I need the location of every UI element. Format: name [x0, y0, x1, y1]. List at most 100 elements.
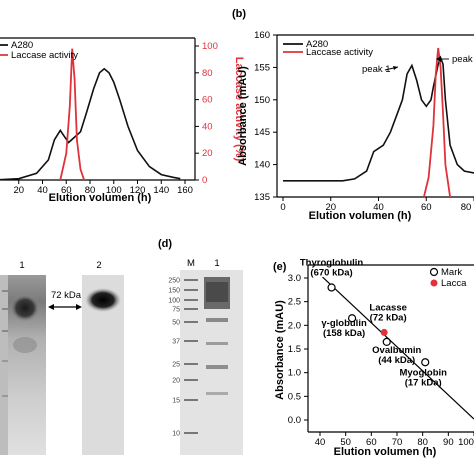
panel-e-lacasse-label: Lacasse: [369, 302, 407, 313]
panel-a-x-tick-label: 40: [37, 185, 48, 196]
panel-e-marker-label: γ-globulin: [321, 318, 367, 329]
panel-a-x-tick-label: 120: [130, 185, 146, 196]
panel-e-marker-point: [347, 314, 357, 323]
panel-b-legend-a280: A280: [306, 39, 328, 50]
gel-d-marker-label: 37: [172, 339, 180, 346]
gel-d-marker-label: 25: [172, 362, 180, 369]
panel-b-series-laccase: [423, 47, 451, 198]
panel-b-y-tick-label: 140: [254, 160, 270, 171]
panel-e-chart: 40 50 60 70 80 90 100 0.0 0.5 1.0 1.5 2.0 2.5 3.0 Th…: [274, 257, 474, 458]
panel-b-annotation-peak1: peak 1: [362, 64, 399, 75]
panel-b-y-label: Absorbance (mAU): [237, 66, 249, 166]
panel-e-x-tick-label: 80: [417, 437, 428, 448]
panel-b-y-tick-label: 135: [254, 192, 270, 203]
gel-d-lane-label-1: 1: [214, 258, 219, 269]
gel-d-marker-label: 250: [168, 278, 180, 285]
panel-e-marker-label: (44 kDa): [378, 355, 415, 366]
panel-a-series-laccase: [59, 48, 85, 181]
gel-d-marker-band: [184, 308, 198, 310]
panel-a-right-label: Laccase activity (%): [233, 57, 245, 162]
gel-d-marker-band: [184, 432, 198, 434]
panel-a-x-tick-label: 140: [153, 185, 169, 196]
gel-d-marker-band: [184, 321, 198, 323]
panel-b-x-tick-label: 80: [461, 202, 472, 213]
panel-e-y-tick-label: 0.0: [288, 415, 301, 426]
panel-e-marker-label: Ovalbumin: [372, 345, 421, 356]
panel-e-y-tick-label: 2.5: [288, 297, 301, 308]
panel-a-right-ticks: 0 20 40 60 80 100: [195, 41, 218, 186]
panel-e-marker-point: [421, 358, 430, 367]
panel-a-x-tick-label: 80: [85, 185, 96, 196]
gel-c: 1 2 72 kDa: [0, 260, 124, 455]
panel-b-series-a280: [283, 55, 474, 182]
panel-a-x-tick-label: 100: [106, 185, 122, 196]
panel-e-lacasse-label: (72 kDa): [370, 312, 407, 323]
panel-e-legend: Mark Lacca: [429, 267, 467, 289]
panel-a-legend: A280 Laccase activity: [0, 40, 78, 61]
panel-e-x-tick-label: 50: [340, 437, 351, 448]
panel-e-x-tick-label: 60: [366, 437, 377, 448]
panel-e-marker-label: (670 kDa): [310, 267, 352, 278]
panel-a-right-tick-label: 60: [202, 95, 213, 106]
panel-b-x-tick-label: 20: [325, 202, 336, 213]
panel-b-y-tick-label: 145: [254, 127, 270, 138]
peak2-label: peak 2: [452, 54, 474, 65]
panel-a-right-tick-label: 0: [202, 175, 207, 186]
gel-d-marker-band: [184, 299, 198, 301]
panel-b-annotation-peak2: peak 2: [436, 54, 474, 65]
panel-e-y-tick-label: 0.5: [288, 391, 301, 402]
panel-e-y-ticks: 0.0 0.5 1.0 1.5 2.0 2.5 3.0: [288, 273, 308, 426]
gel-c-lane-label-1: 1: [19, 260, 24, 271]
panel-b-x-ticks: 0 20 40 60 80: [280, 197, 474, 213]
gel-d-marker-label: 10: [172, 431, 180, 438]
gel-d-marker-label: 150: [168, 288, 180, 295]
gel-d: 250 150 100 75 50 37 25 20 15 10 M 1: [168, 258, 243, 455]
panel-b-legend-laccase: Laccase activity: [306, 47, 373, 58]
panel-a-x-tick-label: 60: [61, 185, 72, 196]
panel-a-x-tick-label: 20: [13, 185, 24, 196]
panel-b-y-tick-label: 150: [254, 95, 270, 106]
gel-d-marker-label: 100: [168, 298, 180, 305]
panel-e-legend-lacca: Lacca: [441, 278, 467, 289]
gel-d-marker-band: [184, 363, 198, 365]
gel-d-marker-band: [184, 399, 198, 401]
panel-e-y-tick-label: 1.5: [288, 344, 301, 355]
panel-e-marker-point: [327, 283, 336, 292]
panel-e-x-tick-label: 40: [315, 437, 326, 448]
panel-b-letter: (b): [232, 8, 246, 20]
panel-e-legend-mark: Mark: [441, 267, 462, 278]
panel-e-x-label: Elution volumen (h): [334, 446, 437, 458]
gel-c-arrow-label: 72 kDa: [51, 290, 82, 301]
panel-b-x-tick-label: 40: [373, 202, 384, 213]
panel-e-lacasse-point: [380, 328, 388, 336]
panel-a-legend-laccase: Laccase activity: [11, 50, 78, 61]
gel-d-marker-band: [184, 279, 198, 281]
panel-e-x-tick-label: 70: [392, 437, 403, 448]
panel-b-chart: 0 20 40 60 80 135 140 145 150 155 160 A280 Laccas…: [237, 30, 474, 222]
panel-e-marker-label: (17 kDa): [405, 377, 442, 388]
panel-e-marker-point: [382, 337, 391, 346]
panel-a-x-ticks: 20 40 60 80 100 120 140 160: [13, 180, 193, 196]
panel-e-marker-label: Myoglobin: [399, 367, 447, 378]
gel-d-lane-1: [204, 277, 230, 395]
gel-d-lane-label-m: M: [187, 258, 195, 269]
gel-d-marker-label: 50: [172, 320, 180, 327]
gel-d-marker-label: 15: [172, 398, 180, 405]
gel-c-lane-label-2: 2: [96, 260, 101, 271]
panel-e-x-tick-label: 100: [458, 437, 474, 448]
gel-d-marker-lane: 250 150 100 75 50 37 25 20 15 10: [168, 278, 198, 438]
gel-d-marker-label: 75: [172, 307, 180, 314]
gel-d-marker-band: [184, 379, 198, 381]
panel-e-fit-line: [322, 276, 474, 420]
panel-b-y-tick-label: 160: [254, 30, 270, 41]
gel-d-marker-band: [184, 289, 198, 291]
panel-a-right-tick-label: 40: [202, 121, 213, 132]
panel-b-y-tick-label: 155: [254, 62, 270, 73]
panel-a-series-a280: [0, 67, 181, 181]
peak1-label: peak 1: [362, 64, 391, 75]
gel-d-marker-band: [184, 340, 198, 342]
panel-a-right-tick-label: 80: [202, 68, 213, 79]
panel-b-x-tick-label: 60: [421, 202, 432, 213]
panel-b-x-label: Elution volumen (h): [309, 210, 412, 222]
panel-a-right-tick-label: 20: [202, 148, 213, 159]
